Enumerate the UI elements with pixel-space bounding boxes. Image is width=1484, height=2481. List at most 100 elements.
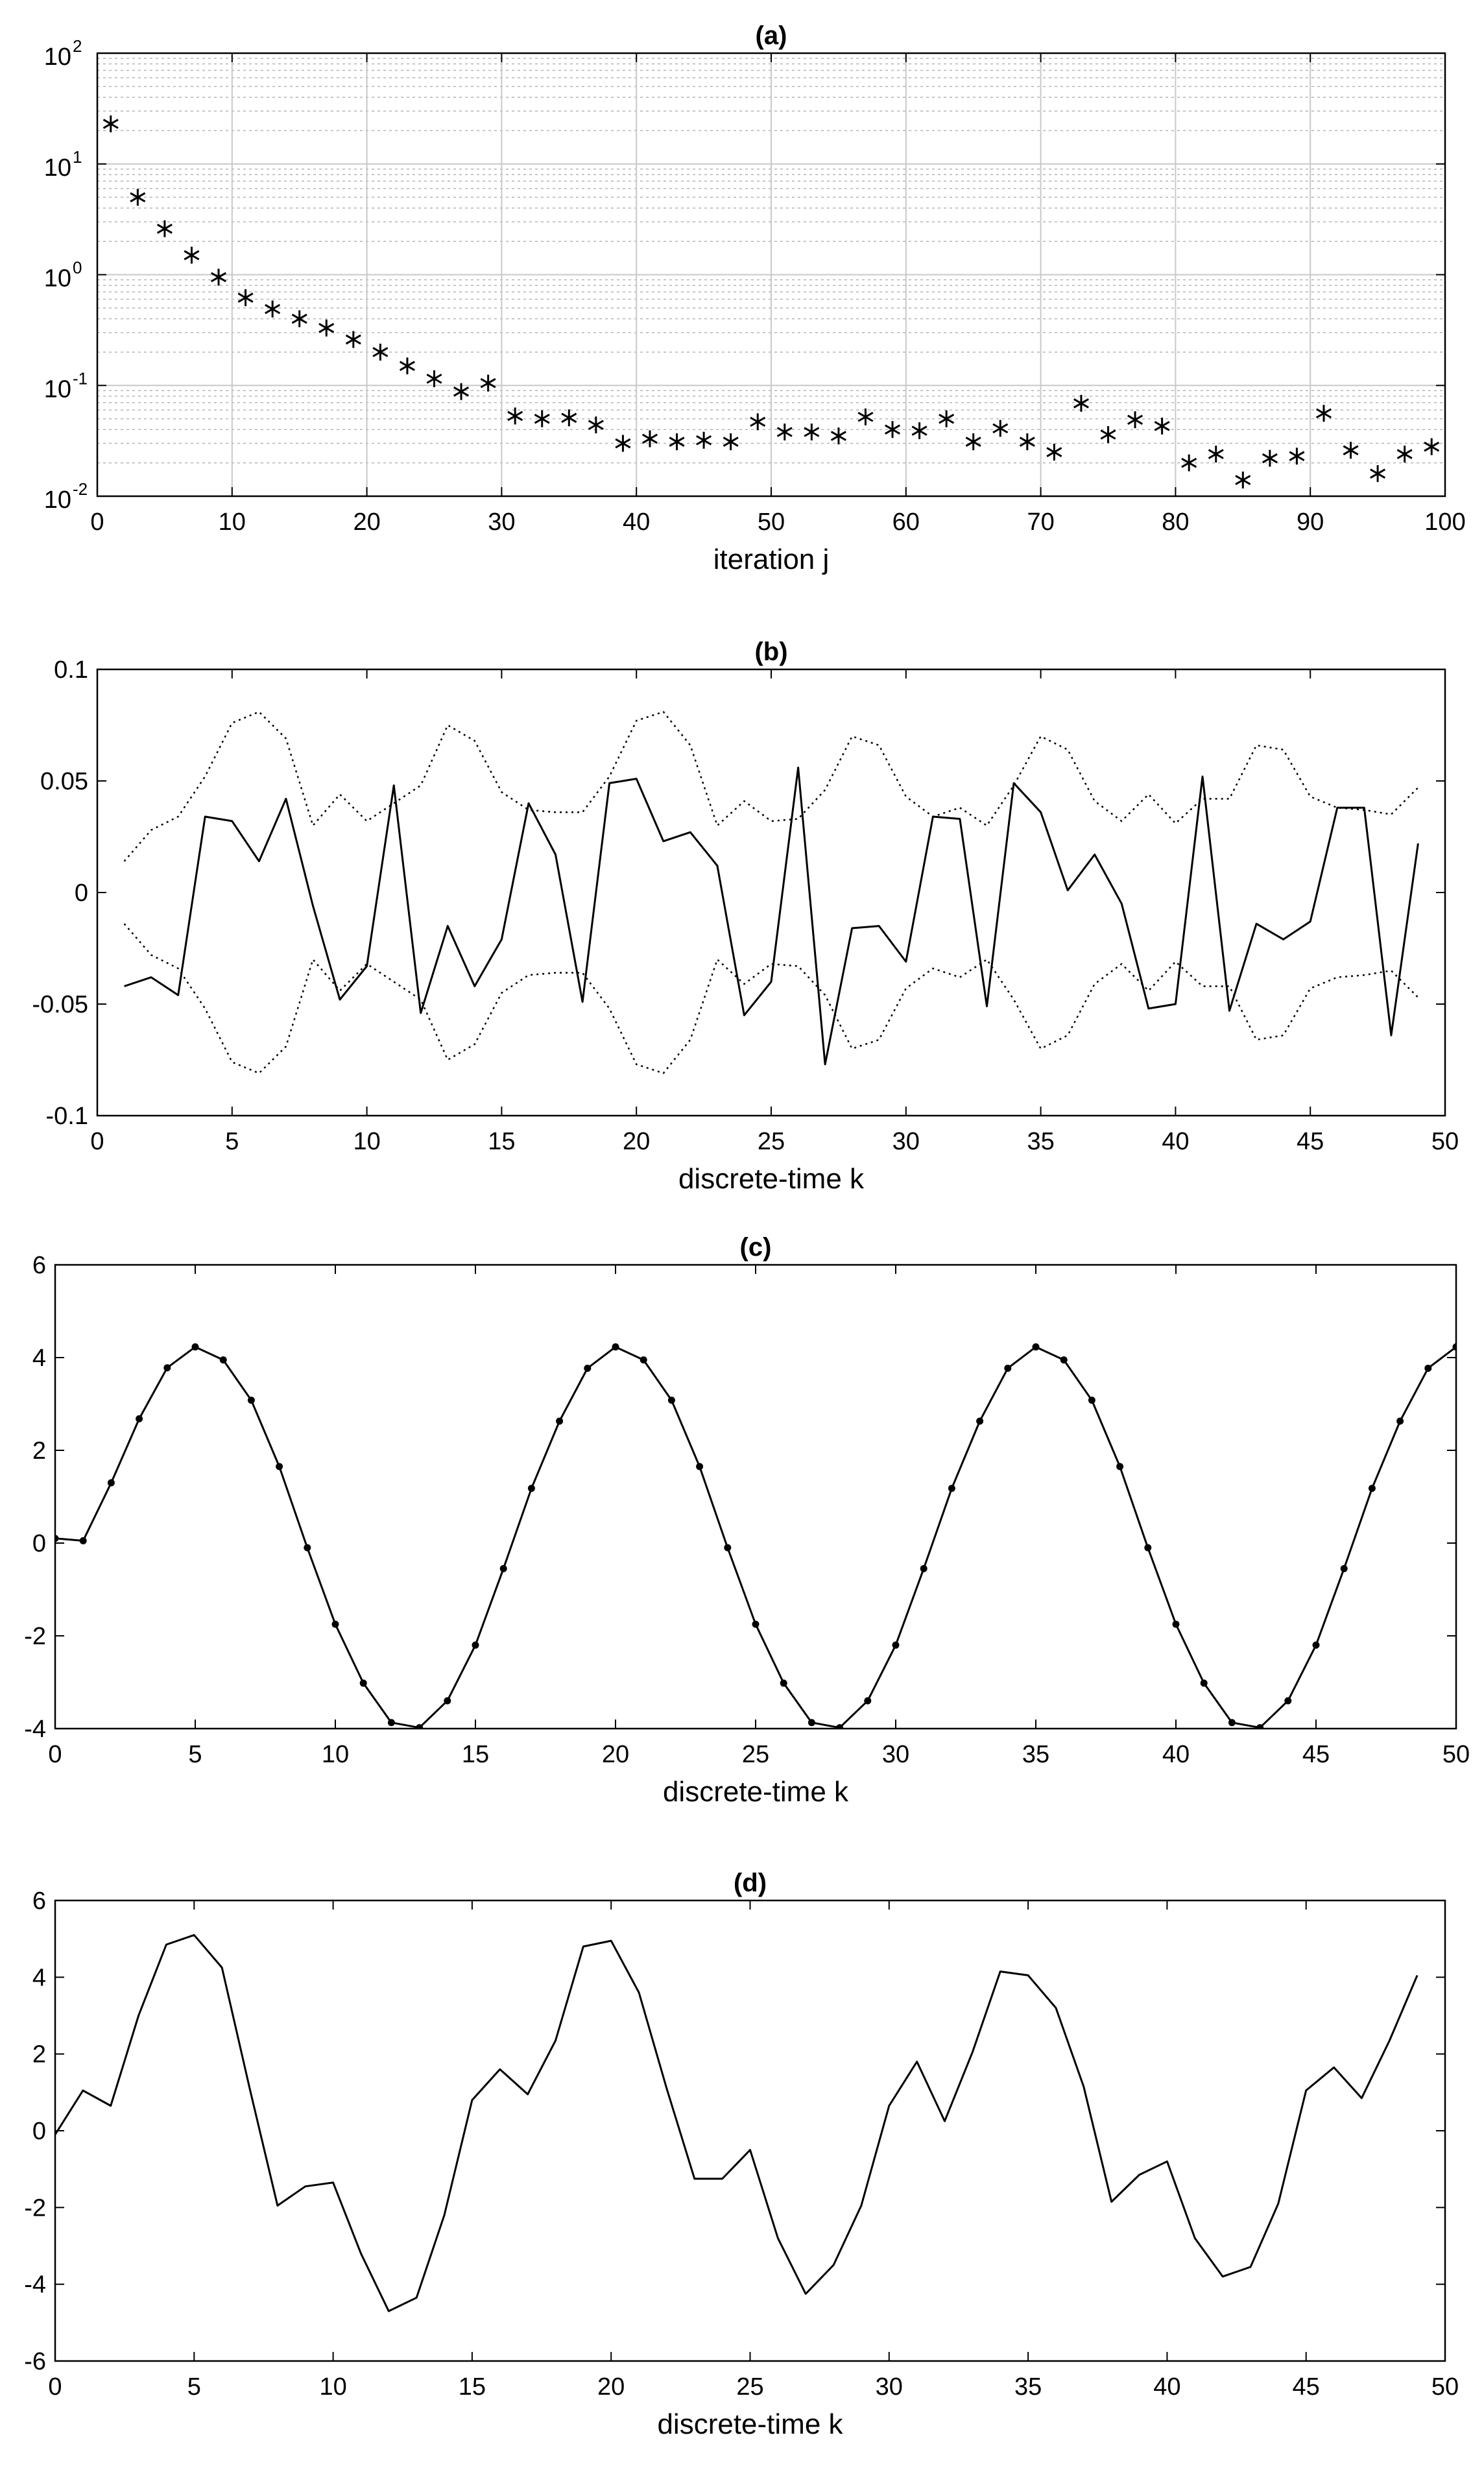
data-point bbox=[1370, 465, 1386, 483]
y-tick-exponent: 2 bbox=[73, 36, 82, 56]
x-axis-title: discrete-time k bbox=[678, 1163, 865, 1195]
x-tick-label: 15 bbox=[462, 1741, 489, 1768]
y-tick-exponent: -2 bbox=[73, 479, 88, 499]
data-point bbox=[1396, 446, 1413, 463]
data-point bbox=[804, 424, 820, 441]
data-point bbox=[345, 331, 361, 348]
y-tick-label: 10 bbox=[44, 154, 71, 182]
data-point bbox=[939, 410, 955, 427]
data-point bbox=[976, 1417, 984, 1425]
x-tick-label: 25 bbox=[742, 1741, 769, 1768]
chart-title: (a) bbox=[756, 21, 787, 50]
x-tick-label: 80 bbox=[1162, 509, 1189, 536]
x-tick-label: 20 bbox=[353, 509, 380, 536]
data-point bbox=[965, 433, 981, 451]
data-point bbox=[1127, 411, 1143, 429]
data-point bbox=[808, 1719, 815, 1727]
series-lines bbox=[55, 1934, 1418, 2312]
data-point bbox=[527, 1485, 535, 1492]
data-point bbox=[911, 422, 928, 440]
x-tick-label: 45 bbox=[1302, 1741, 1330, 1768]
x-tick-label: 30 bbox=[892, 1128, 920, 1155]
series-line-1 bbox=[55, 1934, 1418, 2312]
x-tick-label: 50 bbox=[1431, 1128, 1459, 1155]
x-axis-title: discrete-time k bbox=[663, 1776, 849, 1808]
y-tick-label: -2 bbox=[24, 2194, 46, 2222]
data-point bbox=[304, 1544, 311, 1552]
y-tick-label: 0.05 bbox=[40, 768, 88, 795]
data-point bbox=[1262, 449, 1278, 467]
x-tick-label: 50 bbox=[758, 509, 785, 536]
x-tick-label: 50 bbox=[1442, 1741, 1470, 1768]
data-point bbox=[331, 1620, 339, 1628]
x-tick-label: 0 bbox=[48, 2373, 62, 2401]
data-point bbox=[399, 357, 415, 375]
x-tick-label: 90 bbox=[1297, 509, 1324, 536]
grid bbox=[97, 53, 1445, 496]
data-point bbox=[191, 1343, 199, 1351]
data-point bbox=[750, 413, 766, 431]
data-point bbox=[265, 300, 281, 318]
x-tick-label: 0 bbox=[90, 1128, 104, 1155]
data-point bbox=[1172, 1620, 1180, 1628]
data-point bbox=[130, 189, 146, 206]
x-tick-label: 25 bbox=[736, 2373, 763, 2401]
data-point bbox=[387, 1719, 395, 1727]
y-tick-label: 0 bbox=[32, 1530, 46, 1557]
series-points bbox=[102, 115, 1440, 489]
x-tick-label: 20 bbox=[597, 2373, 625, 2401]
plot-area bbox=[97, 669, 1445, 1116]
x-tick-label: 40 bbox=[1153, 2373, 1180, 2401]
data-point bbox=[184, 246, 200, 264]
x-tick-label: 5 bbox=[225, 1128, 239, 1155]
data-point bbox=[1073, 394, 1089, 412]
chart-title: (c) bbox=[740, 1233, 772, 1262]
data-point bbox=[1396, 1417, 1404, 1425]
data-point bbox=[1154, 417, 1170, 435]
data-point bbox=[696, 1463, 704, 1470]
y-tick-label: 10 bbox=[44, 43, 71, 71]
data-point bbox=[1100, 426, 1116, 444]
data-point bbox=[480, 374, 496, 392]
y-tick-label: 6 bbox=[32, 1252, 46, 1279]
y-tick-exponent: 1 bbox=[73, 147, 82, 167]
data-point bbox=[416, 1724, 424, 1729]
data-point bbox=[830, 427, 846, 445]
x-tick-label: 30 bbox=[488, 509, 515, 536]
data-point bbox=[723, 433, 739, 451]
series-lines bbox=[55, 1343, 1456, 1729]
x-axis-title: iteration j bbox=[713, 544, 830, 575]
chart-c: 0 5 10 15 20 25 30 35 40 45 50 -4 -2 0 2 4 6 (c) discrete-… bbox=[24, 1233, 1470, 1808]
y-tick-label: 4 bbox=[32, 1345, 46, 1372]
y-tick-label: 0 bbox=[32, 2118, 46, 2145]
series-line-2 bbox=[55, 1346, 1456, 1729]
x-tick-label: 70 bbox=[1027, 509, 1054, 536]
x-tick-label: 5 bbox=[188, 1741, 202, 1768]
y-tick-label: 0 bbox=[75, 880, 88, 907]
x-tick-label: 45 bbox=[1293, 2373, 1320, 2401]
x-tick-label: 20 bbox=[602, 1741, 629, 1768]
x-tick-label: 0 bbox=[48, 1741, 62, 1768]
x-axis-title: discrete-time k bbox=[657, 2408, 843, 2440]
chart-title: (b) bbox=[754, 638, 787, 666]
chart-d: 0 5 10 15 20 25 30 35 40 45 50 -6 -4 -2 0 2 4 6 (d) discret… bbox=[24, 1869, 1459, 2440]
plot-area bbox=[55, 1265, 1456, 1729]
data-point bbox=[588, 416, 604, 434]
data-point bbox=[107, 1479, 115, 1487]
y-tick-label: -0.1 bbox=[46, 1103, 88, 1130]
data-point bbox=[1343, 442, 1359, 459]
x-tick-label: 60 bbox=[892, 509, 920, 536]
data-point bbox=[1256, 1724, 1264, 1729]
plot-area bbox=[55, 1900, 1445, 2361]
chart-title: (d) bbox=[734, 1869, 767, 1897]
data-point bbox=[892, 1641, 900, 1649]
x-tick-label: 25 bbox=[758, 1128, 785, 1155]
data-point bbox=[1235, 472, 1251, 489]
data-point bbox=[102, 115, 119, 132]
x-tick-label: 15 bbox=[488, 1128, 515, 1155]
x-tick-label: 40 bbox=[1162, 1741, 1190, 1768]
y-tick-label: -2 bbox=[24, 1623, 46, 1650]
y-tick-label: 4 bbox=[32, 1964, 46, 1991]
